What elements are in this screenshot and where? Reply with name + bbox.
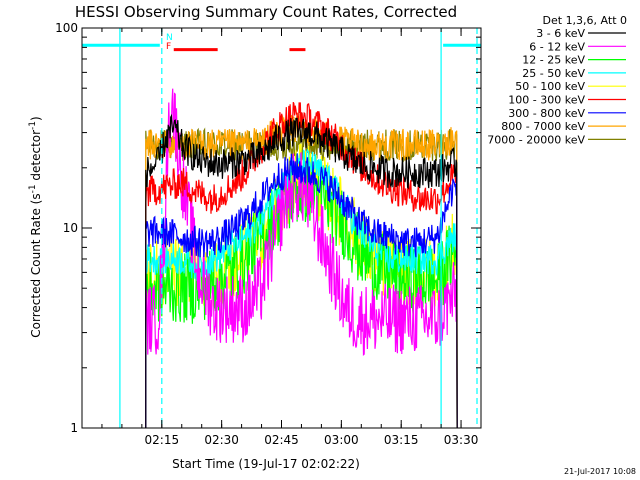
- x-tick-label: 02:30: [204, 433, 239, 447]
- legend-label: 300 - 800 keV: [508, 107, 585, 120]
- svg-text:Corrected Count Rate (s-1 dete: Corrected Count Rate (s-1 detector-1): [28, 116, 43, 337]
- legend-label: 50 - 100 keV: [515, 80, 585, 93]
- legend-label: 100 - 300 keV: [508, 94, 585, 107]
- legend-label: 6 - 12 keV: [529, 40, 585, 53]
- x-tick-label: 03:30: [444, 433, 479, 447]
- x-axis-label: Start Time (19-Jul-17 02:02:22): [172, 457, 360, 471]
- y-tick-label: 10: [63, 221, 78, 235]
- y-axis-label: Corrected Count Rate (s-1 detector-1): [28, 116, 43, 337]
- legend-label: 3 - 6 keV: [536, 27, 585, 40]
- y-tick-label: 1: [70, 421, 78, 435]
- legend-label: 12 - 25 keV: [522, 54, 585, 67]
- x-tick-label: 03:15: [384, 433, 419, 447]
- x-tick-label: 03:00: [324, 433, 359, 447]
- chart-title: HESSI Observing Summary Count Rates, Cor…: [75, 3, 457, 21]
- series-line-3-6-kev: [145, 113, 458, 429]
- series-line-6-12-kev: [145, 88, 458, 429]
- series-line-300-800-kev: [145, 153, 458, 429]
- y-tick-label: 100: [55, 21, 78, 35]
- x-tick-label: 02:15: [145, 433, 180, 447]
- series-line-100-300-kev: [145, 101, 458, 429]
- legend-label: 7000 - 20000 keV: [487, 133, 585, 146]
- footer-date: 21-Jul-2017 10:08: [564, 467, 636, 476]
- annotation-f: F: [166, 42, 171, 52]
- x-tick-label: 02:45: [264, 433, 299, 447]
- annotation-n: N: [166, 33, 173, 43]
- legend-header: Det 1,3,6, Att 0: [543, 14, 627, 27]
- legend-label: 800 - 7000 keV: [501, 120, 585, 133]
- legend-label: 25 - 50 keV: [522, 67, 585, 80]
